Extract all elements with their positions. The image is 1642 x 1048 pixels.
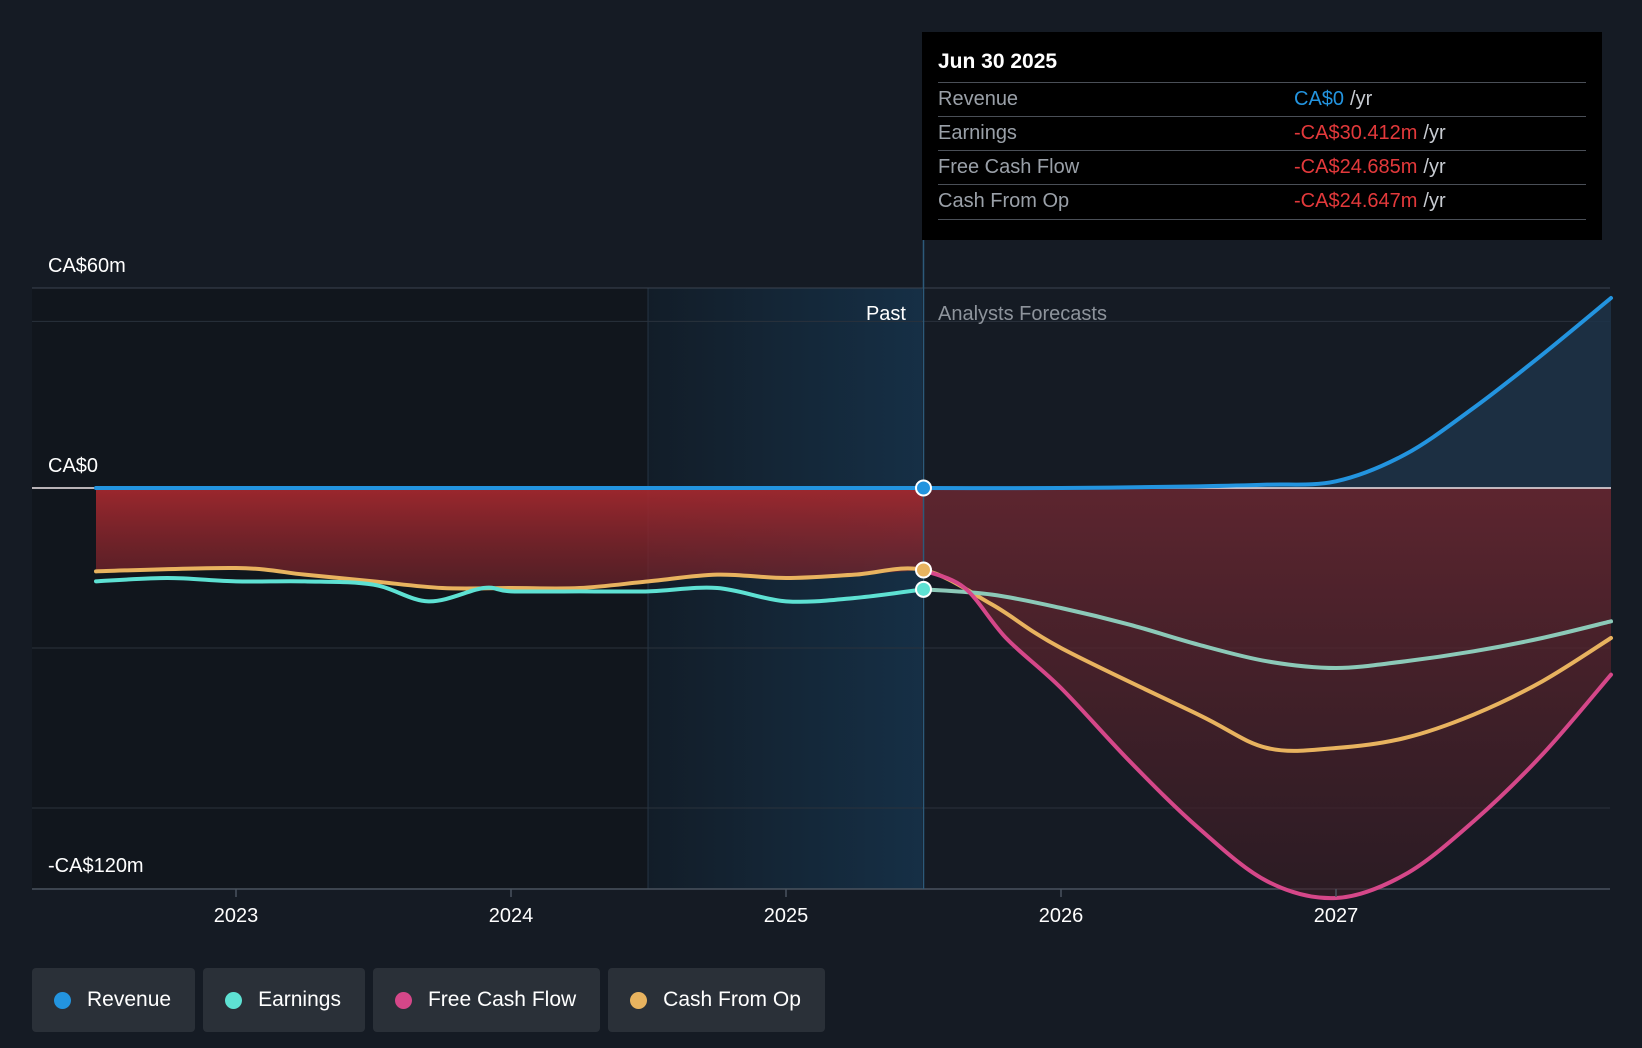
tooltip-row-revenue: Revenue CA$0/yr (938, 82, 1586, 117)
marker-revenue (915, 479, 932, 497)
tooltip-date: Jun 30 2025 (938, 50, 1058, 73)
tooltip-label: Free Cash Flow (938, 156, 1080, 178)
legend-dot-icon (394, 991, 412, 1009)
y-tick-label: CA$60m (48, 255, 126, 277)
tooltip-unit: /yr (1350, 88, 1373, 110)
x-tick-label: 2024 (489, 905, 534, 927)
tooltip-value-text: -CA$24.685m (1294, 156, 1418, 178)
legend-dot-icon (630, 991, 648, 1009)
tooltip: Jun 30 2025 Revenue CA$0/yr Earnings -CA… (922, 32, 1602, 240)
legend-label: Free Cash Flow (427, 988, 577, 1011)
tooltip-unit: /yr (1423, 122, 1446, 144)
legend-item-cash-from-op[interactable]: Cash From Op (608, 968, 825, 1032)
tooltip-value-text: CA$0 (1294, 88, 1345, 110)
legend-label: Earnings (258, 988, 341, 1011)
past-negative-area (96, 488, 924, 589)
revenue-forecast-area (923, 298, 1611, 489)
x-tick-label: 2025 (764, 905, 809, 927)
tooltip-value: CA$0/yr (1294, 88, 1372, 111)
tooltip-value: -CA$24.685m/yr (1294, 156, 1446, 179)
marker-cash-from-op (915, 561, 932, 579)
tooltip-label: Revenue (938, 88, 1019, 110)
past-label: Past (866, 303, 906, 325)
tooltip-value-text: -CA$30.412m (1294, 122, 1418, 144)
marker-earnings (915, 580, 932, 598)
series-line-cash-from-op (94, 565, 1613, 753)
legend-label: Cash From Op (663, 988, 801, 1011)
tooltip-row-earnings: Earnings -CA$30.412m/yr (938, 116, 1586, 151)
tooltip-label: Earnings (938, 122, 1017, 144)
tooltip-value-text: -CA$24.647m (1294, 190, 1418, 212)
series-line-free-cash-flow (921, 568, 1613, 901)
x-tick-label: 2023 (214, 905, 259, 927)
legend-item-revenue[interactable]: Revenue (32, 968, 196, 1032)
x-tick-label: 2027 (1314, 905, 1359, 927)
series-line-earnings (94, 575, 926, 604)
legend-label: Revenue (87, 988, 172, 1011)
y-tick-label: -CA$120m (48, 855, 144, 877)
tooltip-value: -CA$30.412m/yr (1294, 122, 1446, 145)
forecast-label: Analysts Forecasts (938, 303, 1107, 325)
legend-item-free-cash-flow[interactable]: Free Cash Flow (372, 968, 601, 1032)
x-tick-label: 2026 (1039, 905, 1084, 927)
tooltip-value: -CA$24.647m/yr (1294, 190, 1446, 213)
tooltip-row-cash-from-op: Cash From Op -CA$24.647m/yr (938, 184, 1586, 220)
legend-dot-icon (54, 991, 71, 1009)
tooltip-unit: /yr (1423, 156, 1446, 178)
forecast-negative-area (923, 488, 1611, 899)
series-line-revenue (94, 296, 1613, 491)
tooltip-row-free-cash-flow: Free Cash Flow -CA$24.685m/yr (938, 150, 1586, 185)
tooltip-label: Cash From Op (938, 190, 1070, 212)
legend-dot-icon (225, 991, 243, 1009)
legend: Revenue Earnings Free Cash Flow Cash Fro… (32, 968, 825, 1032)
legend-item-earnings[interactable]: Earnings (203, 968, 365, 1032)
y-tick-label: CA$0 (48, 455, 98, 477)
tooltip-unit: /yr (1423, 190, 1446, 212)
series-line-earnings-forecast (921, 587, 1613, 671)
